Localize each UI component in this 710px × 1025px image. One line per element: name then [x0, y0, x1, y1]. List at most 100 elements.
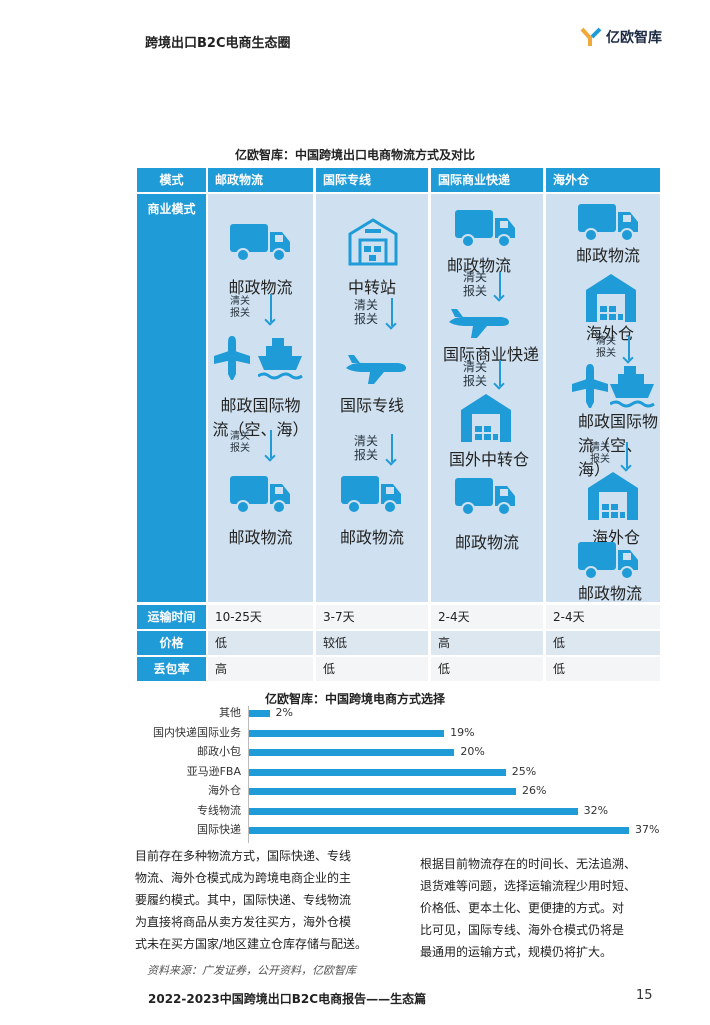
truck-icon: [455, 209, 516, 248]
row-label: 运输时间: [137, 605, 206, 629]
source-note: 资料来源：广发证券，公开资料，亿欧智库: [147, 964, 356, 977]
table-cell: 10-25天: [208, 605, 313, 629]
category-axis: 其他 国内快递国际业务 邮政小包 亚马逊FBA 海外仓 专线物流 国际快递: [0, 700, 241, 845]
text-line: 价格低、更本土化、更便捷的方式。对: [420, 901, 625, 915]
category-label: 国内快递国际业务: [153, 725, 241, 739]
category-label: 专线物流: [197, 803, 241, 817]
text-line: 为直接将商品从卖方发往买方，海外仓模: [135, 915, 352, 929]
arrow-down-icon: [628, 336, 630, 360]
ship-icon: [258, 336, 304, 380]
arrow-down-icon: [499, 272, 501, 298]
table-title: 亿欧智库：中国跨境出口电商物流方式及对比: [234, 148, 475, 162]
footer-title: 2022-2023中国跨境出口B2C电商报告——生态篇: [148, 992, 427, 1006]
flow-label: 中转站: [347, 278, 396, 297]
text-line: 要履约模式。其中，国际快递、专线物流: [135, 893, 352, 907]
table-header-row: 模式 邮政物流 国际专线 国际商业快递 海外仓: [137, 168, 660, 192]
header-mode: 模式: [137, 168, 206, 192]
clearance-label: 清关 报关: [230, 296, 250, 319]
flow-label: 邮政物流: [447, 256, 512, 275]
text-line: 目前存在多种物流方式，国际快递、专线: [135, 849, 352, 863]
flow-label: 邮政物流: [576, 246, 641, 265]
bar-value-label: 25%: [511, 764, 537, 778]
header-postal: 邮政物流: [208, 168, 313, 192]
business-model-label: 商业模式: [137, 194, 206, 602]
table-cell: 低: [546, 657, 660, 681]
text-line: 最通用的运输方式，规模仍将扩大。: [420, 945, 613, 959]
business-model-row: 商业模式 邮政物流 清关 报关 邮政国际物 流（空、海） 清关 报关 邮政物流 中转站…: [137, 194, 660, 603]
truck-icon: [578, 541, 639, 580]
flow-label: 邮政物流: [455, 533, 520, 552]
clearance-label: 清关 报关: [590, 442, 610, 465]
arrow-down-icon: [270, 430, 272, 458]
bar: [249, 729, 445, 737]
right-paragraph: 根据目前物流存在的时间长、无法追溯、 退货难等问题，选择运输流程少用时短、 价格…: [420, 853, 670, 963]
airplane-icon: [346, 355, 406, 384]
truck-icon: [455, 477, 516, 516]
arrow-down-icon: [626, 442, 628, 468]
text-line: 物流、海外仓模式成为跨境电商企业的主: [135, 871, 352, 885]
clearance-label: 清关 报关: [463, 270, 488, 298]
table-cell: 2-4天: [546, 605, 660, 629]
arrow-down-icon: [391, 298, 393, 326]
truck-icon: [341, 475, 402, 514]
ship-icon: [610, 364, 656, 408]
header-overseas: 海外仓: [546, 168, 660, 192]
category-label: 邮政小包: [197, 745, 241, 758]
airplane-icon: [449, 309, 509, 338]
flow-label: 国际专线: [339, 396, 404, 415]
table-row: 运输时间 10-25天 3-7天 2-4天 2-4天: [137, 605, 660, 629]
row-label: 丢包率: [137, 657, 206, 681]
category-label: 其他: [219, 706, 241, 719]
bar-chart: 其他 国内快递国际业务 邮政小包 亚马逊FBA 海外仓 专线物流 国际快递 2% 19% 20% 2…: [0, 700, 710, 845]
text-line: 退货难等问题，选择运输流程少用时短、: [420, 879, 637, 893]
clearance-label: 清关 报关: [230, 431, 250, 454]
logo-mark-icon: [580, 27, 602, 46]
table-row: 价格 低 较低 高 低: [137, 631, 660, 655]
table-cell: 3-7天: [316, 605, 428, 629]
bar: [249, 768, 506, 776]
table-row: 丢包率 高 低 低 低: [137, 657, 660, 681]
header-express: 国际商业快递: [431, 168, 543, 192]
bar: [249, 788, 517, 795]
table-cell: 高: [431, 631, 543, 655]
clearance-label: 清关 报关: [354, 298, 379, 326]
flow-label: 邮政国际物 流（空、海）: [578, 412, 659, 479]
clearance-label: 清关 报关: [463, 360, 488, 388]
chart-title: 亿欧智库：中国跨境电商方式选择: [264, 692, 445, 706]
flow-label: 国际商业快递: [443, 345, 540, 364]
category-label: 国际快递: [197, 823, 241, 836]
table-cell: 2-4天: [431, 605, 543, 629]
table-cell: 低: [208, 631, 313, 655]
flow-label: 邮政物流: [339, 528, 404, 547]
warehouse-icon: [588, 472, 638, 520]
arrow-down-icon: [270, 294, 272, 322]
left-paragraph: 目前存在多种物流方式，国际快递、专线 物流、海外仓模式成为跨境电商企业的主 要履…: [135, 845, 395, 955]
line-flow: 中转站 清关 报关 国际专线 清关 报关 邮政物流: [316, 194, 428, 602]
bar-value-label: 19%: [450, 725, 475, 739]
truck-icon: [230, 475, 291, 514]
overseas-flow: 邮政物流 海外仓 清关 报关 邮政国际物 流（空、海） 清关 报关 海外仓 邮政物流: [546, 194, 660, 603]
express-flow: 邮政物流 清关 报关 国际商业快递 清关 报关 国外中转仓 邮政物流: [431, 194, 543, 602]
logistics-comparison-table: 模式 邮政物流 国际专线 国际商业快递 海外仓 商业模式 邮政物流 清关 报关 邮…: [137, 168, 660, 683]
table-cell: 高: [208, 657, 313, 681]
text-line: 式未在买方国家/地区建立仓库存储与配送。: [135, 937, 368, 951]
arrow-down-icon: [499, 360, 501, 386]
bar: [249, 749, 455, 756]
text-line: 根据目前物流存在的时间长、无法追溯、: [420, 857, 637, 871]
flow-label: 国外中转仓: [449, 450, 530, 469]
page-number: 15: [636, 988, 653, 1003]
header-title: 跨境出口B2C电商生态圈: [145, 36, 291, 51]
flow-label: 邮政物流: [578, 584, 643, 603]
header-line: 国际专线: [316, 168, 428, 192]
truck-icon: [230, 223, 291, 262]
depot-icon: [348, 218, 398, 266]
warehouse-icon: [586, 274, 636, 322]
clearance-label: 清关 报关: [596, 336, 616, 359]
category-label: 亚马逊FBA: [186, 764, 241, 778]
bar: [249, 807, 578, 815]
brand-logo: 亿欧智库: [580, 26, 662, 48]
bar-value-label: 2%: [275, 706, 293, 719]
y-axis-line: [248, 706, 249, 843]
flow-label: 邮政国际物 流（空、海）: [212, 396, 309, 439]
flow-label: 邮政物流: [228, 528, 293, 547]
